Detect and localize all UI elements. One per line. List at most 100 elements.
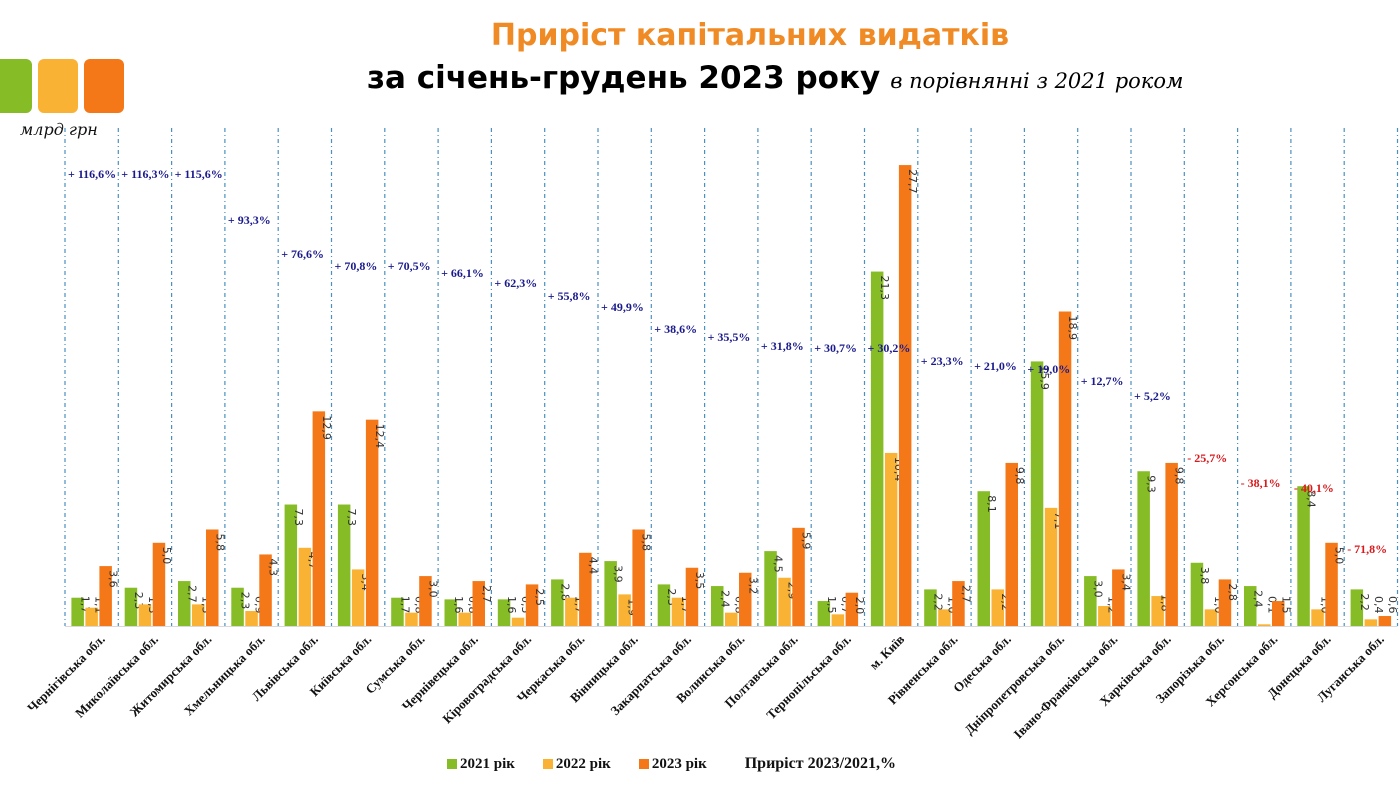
bar-y2023-14 [845, 592, 859, 626]
growth-label: + 31,8% [761, 339, 804, 353]
category-label: м. Київ [866, 632, 907, 673]
value-label: 3,4 [1119, 573, 1132, 591]
value-label: 2,2 [1358, 593, 1371, 611]
bar-y2023-15 [898, 165, 912, 626]
value-label: 5,8 [640, 533, 653, 551]
value-label: 12,9 [320, 415, 333, 440]
growth-label: + 70,5% [388, 259, 431, 273]
bar-y2022-23 [1311, 609, 1324, 626]
growth-label: + 21,0% [974, 359, 1017, 373]
bar-y2023-24 [1378, 616, 1392, 626]
bar-y2023-12 [739, 572, 752, 626]
value-label: 2,8 [1226, 583, 1239, 601]
bar-y2022-7 [458, 612, 471, 626]
bar-y2021-11 [657, 584, 671, 626]
logo-square-orange [84, 59, 124, 113]
value-label: 3,6 [107, 570, 120, 588]
value-label: 18,9 [1066, 316, 1079, 341]
bar-y2023-0 [99, 566, 112, 626]
subtitle-main: за січень-грудень 2023 року [367, 60, 881, 96]
bar-y2022-2 [192, 604, 205, 626]
growth-label: + 62,3% [494, 276, 537, 290]
value-label: 2,7 [959, 585, 972, 603]
bar-y2021-12 [711, 586, 724, 626]
value-label: 3,8 [1198, 567, 1211, 585]
value-label: 1,5 [825, 596, 838, 614]
bar-y2022-13 [778, 577, 791, 626]
growth-label: + 30,2% [868, 341, 911, 355]
bar-y2022-22 [1258, 624, 1271, 626]
bar-y2021-19 [1084, 576, 1097, 626]
value-label: 9,8 [1173, 467, 1186, 485]
bar-y2023-2 [206, 529, 219, 626]
category-label: Івано-Франківська обл. [1011, 632, 1121, 742]
value-label: 3,0 [426, 580, 439, 598]
value-label: 4,4 [586, 557, 599, 575]
value-label: 2,8 [558, 583, 571, 601]
bar-y2023-8 [525, 584, 539, 626]
legend-growth-label: Приріст 2023/2021,% [744, 755, 897, 772]
bar-y2021-18 [1030, 361, 1044, 626]
value-label: 1,6 [505, 596, 518, 614]
bar-y2023-10 [632, 529, 645, 626]
bar-y2022-21 [1204, 609, 1218, 626]
value-label: 8,1 [985, 495, 998, 513]
value-label: 3,2 [746, 577, 759, 595]
bar-y2021-4 [284, 504, 298, 626]
growth-label: + 115,6% [175, 167, 223, 181]
growth-label: + 5,2% [1134, 389, 1171, 403]
bar-y2023-21 [1218, 579, 1232, 626]
bar-y2022-1 [138, 604, 152, 626]
legend-item-2022: 2022 рік [542, 756, 611, 773]
legend-swatch-2021 [447, 759, 457, 769]
value-label: 0,4 [1372, 596, 1385, 614]
growth-label: - 40,1% [1294, 481, 1334, 495]
growth-label: + 70,8% [335, 259, 378, 273]
growth-label: + 116,3% [121, 167, 169, 181]
value-label: 1,5 [1279, 596, 1292, 614]
growth-label: + 35,5% [708, 330, 751, 344]
growth-label: + 38,6% [654, 322, 697, 336]
growth-label: + 76,6% [281, 247, 324, 261]
bar-y2023-9 [579, 552, 592, 626]
value-label: 2,2 [931, 593, 944, 611]
value-label: 2,4 [1251, 590, 1264, 608]
growth-label: - 38,1% [1241, 476, 1281, 490]
value-label: 9,3 [1145, 475, 1158, 493]
category-label: Дніпропетровська обл. [961, 632, 1067, 738]
bar-y2021-20 [1137, 471, 1150, 626]
bar-y2021-24 [1350, 589, 1364, 626]
growth-label: + 30,7% [814, 341, 857, 355]
value-label: 8,4 [1305, 490, 1318, 508]
bar-y2021-15 [870, 271, 884, 626]
bar-y2021-5 [337, 504, 351, 626]
bar-y2023-17 [1005, 462, 1018, 626]
bar-y2022-3 [245, 611, 258, 626]
value-label: 5,0 [1333, 547, 1346, 565]
bar-y2021-6 [391, 597, 404, 626]
legend-swatch-2023 [638, 759, 649, 769]
bar-y2021-7 [444, 599, 457, 626]
growth-label: + 12,7% [1081, 374, 1124, 388]
value-label: 5,8 [213, 533, 226, 551]
bar-y2021-23 [1297, 486, 1310, 626]
bar-y2022-10 [618, 594, 631, 626]
growth-label: + 19,0% [1027, 362, 1070, 376]
bar-y2021-21 [1190, 562, 1204, 626]
bar-y2023-4 [312, 411, 326, 626]
bar-y2023-1 [152, 542, 166, 626]
bar-y2022-4 [298, 547, 312, 626]
value-label: 1,7 [398, 596, 411, 614]
bar-y2021-0 [71, 597, 84, 626]
subtitle-note: в порівнянні з 2021 роком [890, 69, 1184, 93]
value-label: 3,9 [612, 565, 625, 583]
growth-label: + 66,1% [441, 266, 484, 280]
legend-swatch-2022 [542, 759, 553, 769]
bar-y2022-9 [565, 597, 578, 626]
bar-y2023-22 [1272, 601, 1285, 626]
bar-y2023-16 [952, 581, 965, 626]
value-label: 4,5 [772, 555, 785, 573]
value-label: 12,4 [373, 424, 386, 449]
bar-y2022-16 [938, 609, 951, 626]
